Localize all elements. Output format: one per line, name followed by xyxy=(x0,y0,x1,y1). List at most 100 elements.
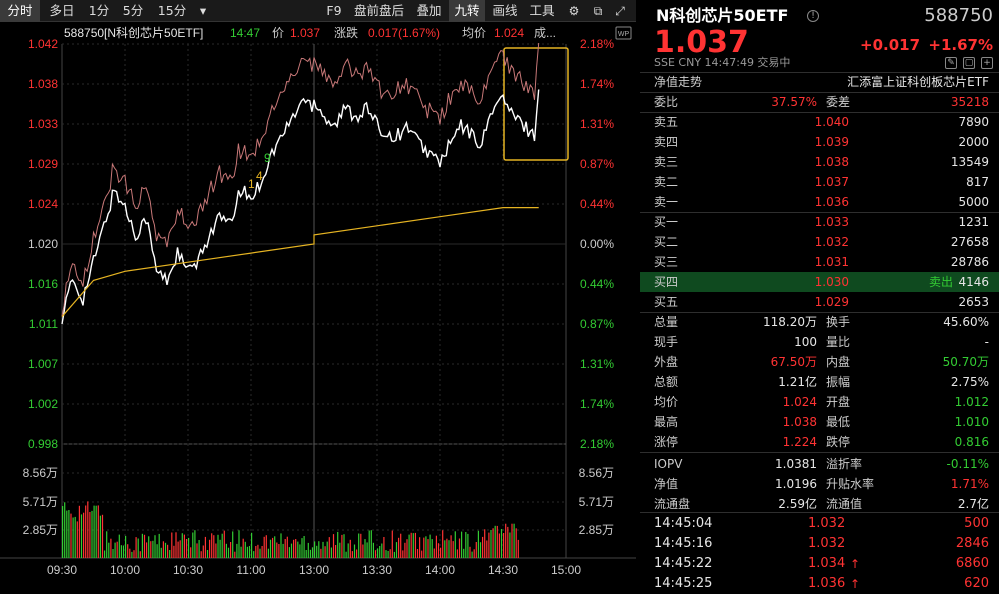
tools-button[interactable]: 工具 xyxy=(529,3,555,18)
bid-price[interactable]: 1.033 xyxy=(814,215,849,229)
volume-bar xyxy=(221,533,223,558)
premarket-button[interactable]: 盘前盘后 xyxy=(353,3,404,18)
price-tick-label: 1.038 xyxy=(28,77,58,91)
volume-bar xyxy=(246,546,248,558)
gear-icon[interactable]: ⚙ xyxy=(568,4,580,18)
intraday-chart[interactable]: 914 1.042 2.18% 1.038 1.74% 1.033 1.31% 1.029 0… xyxy=(0,22,636,582)
volume-bar xyxy=(137,538,139,558)
volume-bar xyxy=(347,543,349,558)
nine-turn-marker: 1 xyxy=(248,177,255,191)
info-icon[interactable]: ! xyxy=(807,10,819,22)
add-icon[interactable]: + xyxy=(981,57,993,69)
nav-trend-link[interactable]: 净值走势 xyxy=(654,75,703,89)
bid-volume: 4146 xyxy=(958,275,989,289)
volume-bar xyxy=(484,529,486,558)
volume-bar xyxy=(410,532,412,558)
edit-icon[interactable]: ✎ xyxy=(945,57,957,69)
weibi-value: 37.57% xyxy=(771,95,817,109)
bid-price[interactable]: 1.032 xyxy=(814,235,849,249)
bid-price[interactable]: 1.030 xyxy=(814,275,849,289)
copy-icon[interactable]: ▢ xyxy=(963,57,975,69)
volume-bar xyxy=(341,534,343,558)
volume-bar xyxy=(505,523,507,558)
volume-bar xyxy=(328,537,330,558)
volume-bar xyxy=(515,528,517,558)
ask-price[interactable]: 1.036 xyxy=(814,195,849,209)
info-field: 14:47 xyxy=(230,26,260,40)
volume-bar xyxy=(364,539,366,558)
chart-grid xyxy=(0,22,636,582)
volume-bar xyxy=(431,539,433,558)
pct-tick-label: 1.74% xyxy=(580,397,614,411)
bid-price[interactable]: 1.031 xyxy=(814,255,849,269)
volume-bar xyxy=(158,533,160,558)
draw-line-button[interactable]: 画线 xyxy=(492,3,518,18)
stat-value: 45.60% xyxy=(943,315,989,329)
weicha-value: 35218 xyxy=(950,95,989,109)
volume-bar xyxy=(402,550,404,558)
bid-label: 买五 xyxy=(654,295,679,309)
tab-1min[interactable]: 1分 xyxy=(88,3,110,18)
volume-bar xyxy=(213,535,215,558)
volume-bar xyxy=(276,542,278,558)
chart-info-bar: 588750[N科创芯片50ETF] 14:47 价 1.037 涨跌 0.017(1.6… xyxy=(64,25,632,40)
bid-price[interactable]: 1.029 xyxy=(814,295,849,309)
stat-label: 换手 xyxy=(826,315,851,329)
stat-value: 1.012 xyxy=(954,395,989,409)
stat-value: 1.71% xyxy=(950,477,989,491)
tick-price: 1.034 xyxy=(808,556,846,571)
ask-price[interactable]: 1.040 xyxy=(814,115,849,129)
volume-bar xyxy=(141,533,143,558)
pct-tick-label: 0.44% xyxy=(580,197,614,211)
volume-bar xyxy=(473,549,475,558)
stat-value: 1.010 xyxy=(954,415,989,429)
f9-button[interactable]: F9 xyxy=(326,3,342,18)
volume-bar xyxy=(198,540,200,558)
volume-bar xyxy=(164,542,167,558)
volume-bar xyxy=(225,543,227,558)
bid-label: 买四 xyxy=(654,275,679,289)
volume-bar xyxy=(263,536,265,558)
volume-bar xyxy=(248,546,251,558)
volume-bar xyxy=(93,505,95,558)
expand-icon[interactable]: ⤢ xyxy=(615,4,625,18)
nine-turn-button[interactable]: 九转 xyxy=(449,0,485,22)
volume-bar xyxy=(80,514,83,558)
period-dropdown[interactable]: ▾ xyxy=(199,3,207,18)
tab-15min[interactable]: 15分 xyxy=(157,3,187,18)
volume-bar xyxy=(206,550,209,558)
volume-bar xyxy=(255,546,257,558)
volume-bar xyxy=(74,516,76,558)
tab-5min[interactable]: 5分 xyxy=(122,3,144,18)
tick-volume: 500 xyxy=(964,516,989,531)
volume-bar xyxy=(106,531,108,558)
ask-label: 卖二 xyxy=(654,175,679,189)
volume-bar xyxy=(284,539,286,558)
stat-value: 2.7亿 xyxy=(957,497,989,511)
ask-price[interactable]: 1.037 xyxy=(814,175,849,189)
overlay-button[interactable]: 叠加 xyxy=(416,3,442,18)
volume-tick-label: 8.56万 xyxy=(579,466,614,480)
stat-label: 总量 xyxy=(654,315,679,329)
ask-price[interactable]: 1.038 xyxy=(814,155,849,169)
volume-bar xyxy=(223,530,225,558)
volume-bar xyxy=(490,530,492,558)
ask-price[interactable]: 1.039 xyxy=(814,135,849,149)
volume-bar xyxy=(517,539,519,558)
stat-label: IOPV xyxy=(654,457,683,471)
tick-volume: 2846 xyxy=(955,536,989,551)
volume-bar xyxy=(442,530,444,558)
volume-bar xyxy=(202,545,204,558)
security-code: 588750 xyxy=(924,5,993,26)
volume-bar xyxy=(91,510,93,558)
stat-label: 溢折率 xyxy=(826,457,863,471)
volume-bar xyxy=(393,551,395,558)
tab-intraday[interactable]: 分时 xyxy=(0,0,40,22)
volume-bar xyxy=(435,535,437,558)
volume-bar xyxy=(154,535,156,558)
volume-bar xyxy=(89,512,91,558)
price-change-pct: +1.67% xyxy=(928,36,993,54)
last-price: 1.037 xyxy=(654,25,749,60)
tab-multiday[interactable]: 多日 xyxy=(49,3,75,18)
restore-window-icon[interactable]: ⧉ xyxy=(593,4,603,18)
